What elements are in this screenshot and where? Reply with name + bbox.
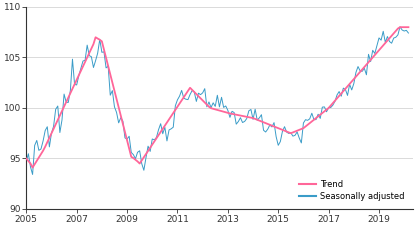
Legend: Trend, Seasonally adjusted: Trend, Seasonally adjusted <box>299 180 404 201</box>
